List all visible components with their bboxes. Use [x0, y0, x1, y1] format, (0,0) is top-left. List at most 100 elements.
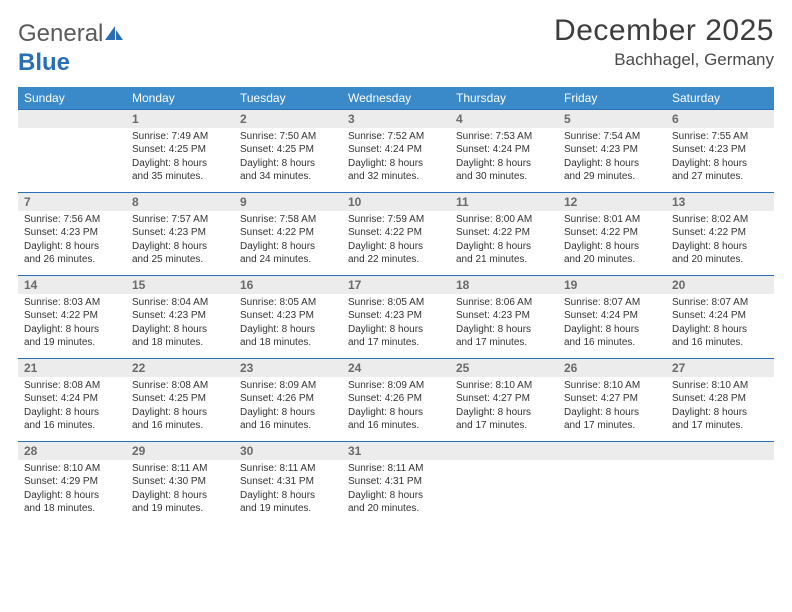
- daylight2-text: and 16 minutes.: [564, 336, 660, 350]
- day-cell: Sunrise: 8:10 AMSunset: 4:28 PMDaylight:…: [666, 377, 774, 442]
- day-number: 17: [342, 275, 450, 294]
- daylight1-text: Daylight: 8 hours: [564, 157, 660, 171]
- day-number: 10: [342, 192, 450, 211]
- daylight1-text: Daylight: 8 hours: [672, 406, 768, 420]
- day-number-row: 78910111213: [18, 192, 774, 211]
- day-cell: Sunrise: 8:11 AMSunset: 4:31 PMDaylight:…: [234, 460, 342, 524]
- daylight2-text: and 18 minutes.: [240, 336, 336, 350]
- sunrise-text: Sunrise: 7:59 AM: [348, 213, 444, 227]
- sunset-text: Sunset: 4:31 PM: [348, 475, 444, 489]
- month-title: December 2025: [554, 14, 774, 48]
- daylight2-text: and 20 minutes.: [564, 253, 660, 267]
- daylight2-text: and 34 minutes.: [240, 170, 336, 184]
- sunrise-text: Sunrise: 8:11 AM: [240, 462, 336, 476]
- sunrise-text: Sunrise: 8:07 AM: [672, 296, 768, 310]
- day-number: [450, 441, 558, 460]
- calendar-page: GeneralBlue December 2025 Bachhagel, Ger…: [0, 0, 792, 538]
- day-number-row: 14151617181920: [18, 275, 774, 294]
- sunrise-text: Sunrise: 8:08 AM: [132, 379, 228, 393]
- day-number: 9: [234, 192, 342, 211]
- daylight2-text: and 19 minutes.: [240, 502, 336, 516]
- daylight2-text: and 20 minutes.: [672, 253, 768, 267]
- daylight2-text: and 17 minutes.: [456, 336, 552, 350]
- title-block: December 2025 Bachhagel, Germany: [554, 14, 774, 70]
- sunset-text: Sunset: 4:23 PM: [132, 309, 228, 323]
- sunrise-text: Sunrise: 8:10 AM: [456, 379, 552, 393]
- day-number: 2: [234, 109, 342, 128]
- sunset-text: Sunset: 4:23 PM: [132, 226, 228, 240]
- daylight1-text: Daylight: 8 hours: [348, 406, 444, 420]
- day-cell: Sunrise: 7:54 AMSunset: 4:23 PMDaylight:…: [558, 128, 666, 193]
- day-number: 27: [666, 358, 774, 377]
- day-cell: Sunrise: 8:02 AMSunset: 4:22 PMDaylight:…: [666, 211, 774, 276]
- day-detail-row: Sunrise: 8:03 AMSunset: 4:22 PMDaylight:…: [18, 294, 774, 359]
- day-number: 30: [234, 441, 342, 460]
- day-number: 21: [18, 358, 126, 377]
- day-number: [558, 441, 666, 460]
- day-number-row: 123456: [18, 109, 774, 128]
- daylight2-text: and 16 minutes.: [24, 419, 120, 433]
- sunrise-text: Sunrise: 8:00 AM: [456, 213, 552, 227]
- daylight2-text: and 22 minutes.: [348, 253, 444, 267]
- sunrise-text: Sunrise: 8:05 AM: [348, 296, 444, 310]
- day-cell: Sunrise: 7:59 AMSunset: 4:22 PMDaylight:…: [342, 211, 450, 276]
- day-detail-row: Sunrise: 8:08 AMSunset: 4:24 PMDaylight:…: [18, 377, 774, 442]
- day-number: 5: [558, 109, 666, 128]
- daylight1-text: Daylight: 8 hours: [24, 323, 120, 337]
- day-cell: Sunrise: 7:57 AMSunset: 4:23 PMDaylight:…: [126, 211, 234, 276]
- sunrise-text: Sunrise: 8:11 AM: [132, 462, 228, 476]
- daylight1-text: Daylight: 8 hours: [672, 323, 768, 337]
- day-cell: Sunrise: 8:03 AMSunset: 4:22 PMDaylight:…: [18, 294, 126, 359]
- day-cell: Sunrise: 7:49 AMSunset: 4:25 PMDaylight:…: [126, 128, 234, 193]
- day-cell: [666, 460, 774, 524]
- sunset-text: Sunset: 4:26 PM: [240, 392, 336, 406]
- daylight1-text: Daylight: 8 hours: [564, 323, 660, 337]
- daylight1-text: Daylight: 8 hours: [132, 406, 228, 420]
- sunrise-text: Sunrise: 7:57 AM: [132, 213, 228, 227]
- daylight2-text: and 35 minutes.: [132, 170, 228, 184]
- sunrise-text: Sunrise: 7:50 AM: [240, 130, 336, 144]
- day-number: 15: [126, 275, 234, 294]
- day-number: [666, 441, 774, 460]
- day-detail-row: Sunrise: 8:10 AMSunset: 4:29 PMDaylight:…: [18, 460, 774, 524]
- day-number: 12: [558, 192, 666, 211]
- daylight2-text: and 21 minutes.: [456, 253, 552, 267]
- sunrise-text: Sunrise: 8:04 AM: [132, 296, 228, 310]
- daylight1-text: Daylight: 8 hours: [132, 157, 228, 171]
- day-number: 24: [342, 358, 450, 377]
- sunset-text: Sunset: 4:22 PM: [456, 226, 552, 240]
- day-number: 8: [126, 192, 234, 211]
- daylight1-text: Daylight: 8 hours: [240, 323, 336, 337]
- day-number-row: 21222324252627: [18, 358, 774, 377]
- daylight1-text: Daylight: 8 hours: [348, 323, 444, 337]
- sunrise-text: Sunrise: 7:49 AM: [132, 130, 228, 144]
- logo: GeneralBlue: [18, 14, 125, 77]
- day-cell: Sunrise: 8:01 AMSunset: 4:22 PMDaylight:…: [558, 211, 666, 276]
- daylight2-text: and 27 minutes.: [672, 170, 768, 184]
- daylight1-text: Daylight: 8 hours: [348, 157, 444, 171]
- sunset-text: Sunset: 4:23 PM: [672, 143, 768, 157]
- sunset-text: Sunset: 4:24 PM: [348, 143, 444, 157]
- sunset-text: Sunset: 4:23 PM: [348, 309, 444, 323]
- sunset-text: Sunset: 4:29 PM: [24, 475, 120, 489]
- dow-tuesday: Tuesday: [234, 87, 342, 110]
- day-cell: Sunrise: 8:08 AMSunset: 4:24 PMDaylight:…: [18, 377, 126, 442]
- dow-wednesday: Wednesday: [342, 87, 450, 110]
- day-cell: Sunrise: 8:10 AMSunset: 4:29 PMDaylight:…: [18, 460, 126, 524]
- day-cell: [18, 128, 126, 193]
- day-number: 18: [450, 275, 558, 294]
- day-cell: Sunrise: 8:10 AMSunset: 4:27 PMDaylight:…: [450, 377, 558, 442]
- daylight1-text: Daylight: 8 hours: [456, 406, 552, 420]
- sunrise-text: Sunrise: 7:52 AM: [348, 130, 444, 144]
- sunrise-text: Sunrise: 8:09 AM: [348, 379, 444, 393]
- day-cell: Sunrise: 7:52 AMSunset: 4:24 PMDaylight:…: [342, 128, 450, 193]
- daylight2-text: and 25 minutes.: [132, 253, 228, 267]
- sunrise-text: Sunrise: 8:09 AM: [240, 379, 336, 393]
- logo-text: GeneralBlue: [18, 20, 125, 77]
- sunrise-text: Sunrise: 8:10 AM: [24, 462, 120, 476]
- dow-saturday: Saturday: [666, 87, 774, 110]
- day-number: 19: [558, 275, 666, 294]
- day-number: 11: [450, 192, 558, 211]
- sunset-text: Sunset: 4:27 PM: [456, 392, 552, 406]
- day-detail-row: Sunrise: 7:56 AMSunset: 4:23 PMDaylight:…: [18, 211, 774, 276]
